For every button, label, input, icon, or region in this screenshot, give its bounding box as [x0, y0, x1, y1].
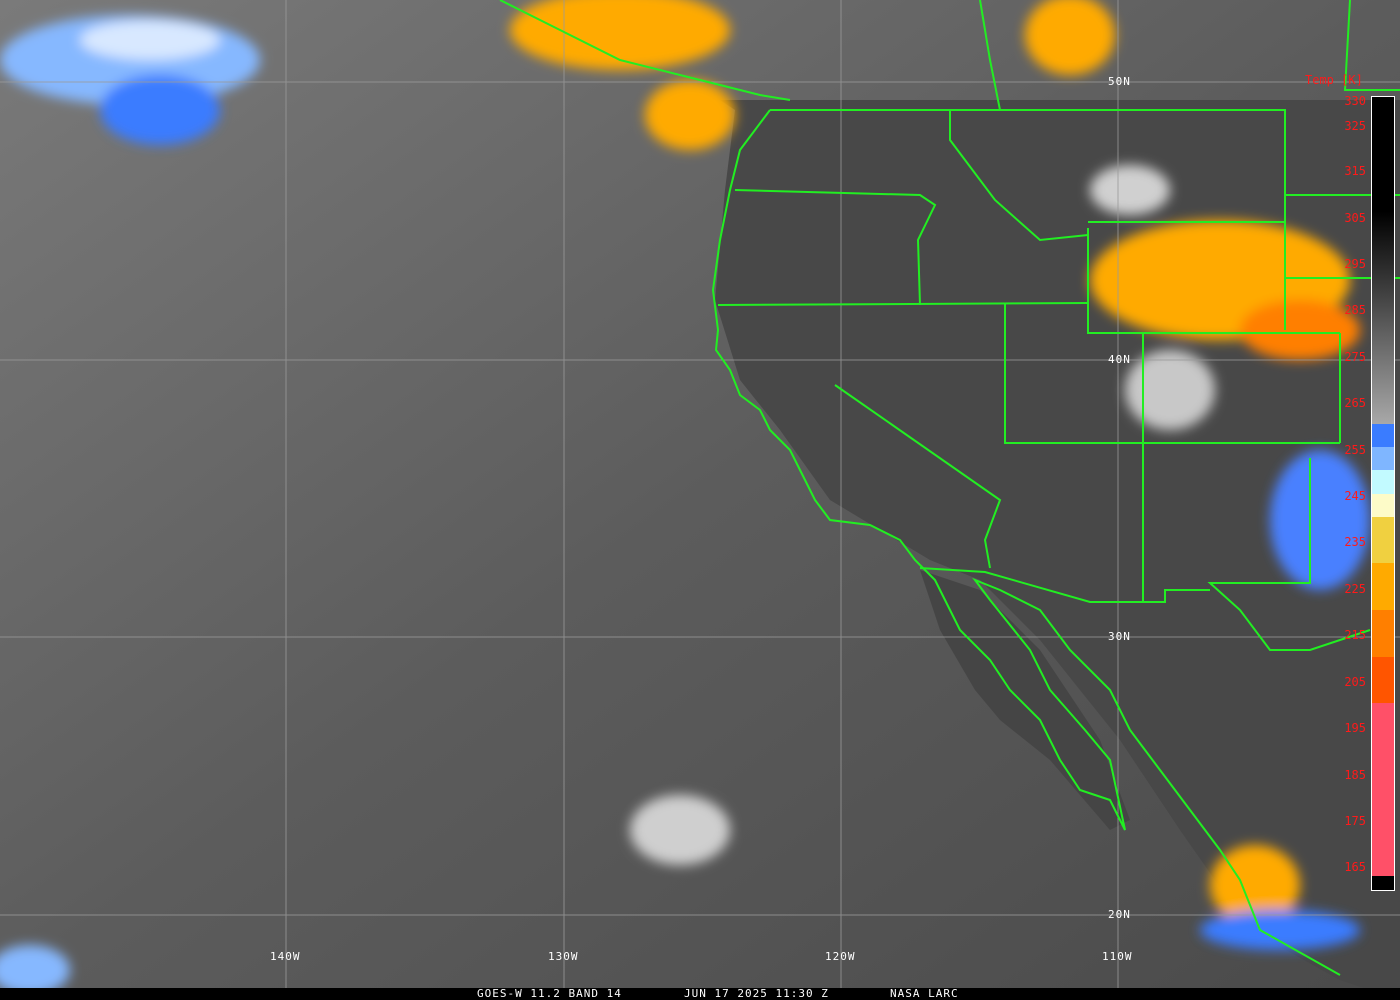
colorbar-segment: [1372, 876, 1394, 890]
caption-source: NASA LARC: [890, 987, 959, 1000]
colorbar-tick-label: 295: [1344, 257, 1366, 271]
colorbar-tick-label: 185: [1344, 768, 1366, 782]
colorbar-tick-label: 325: [1344, 119, 1366, 133]
colorbar-tick-label: 255: [1344, 443, 1366, 457]
lon-label-120w: 120W: [825, 950, 856, 963]
colorbar-tick-label: 315: [1344, 164, 1366, 178]
colorbar-tick-label: 265: [1344, 396, 1366, 410]
colorbar-tick-label: 225: [1344, 582, 1366, 596]
lat-label-20n: 20N: [1108, 908, 1131, 921]
colorbar-segment: [1372, 563, 1394, 611]
colorbar-tick-label: 175: [1344, 814, 1366, 828]
caption-datetime: JUN 17 2025 11:30 Z: [684, 987, 829, 1000]
image-caption-bar: GOES-W 11.2 BAND 14 JUN 17 2025 11:30 Z …: [0, 988, 1400, 1000]
state-and-coast-borders: [499, 0, 1400, 976]
lon-label-130w: 130W: [548, 950, 579, 963]
lat-label-50n: 50N: [1108, 75, 1131, 88]
colorbar-tick-label: 165: [1344, 860, 1366, 874]
colorbar-tick-label: 215: [1344, 628, 1366, 642]
baja-peninsula: [920, 570, 1130, 830]
lon-label-140w: 140W: [270, 950, 301, 963]
colorbar-tick-label: 285: [1344, 303, 1366, 317]
colorbar-segment: [1372, 446, 1394, 471]
colorbar-segment: [1372, 493, 1394, 517]
colorbar-segment: [1372, 656, 1394, 704]
colorbar-segment: [1372, 470, 1394, 494]
cloud-cover: [0, 0, 1370, 995]
colorbar-tick-label: 195: [1344, 721, 1366, 735]
colorbar-segment: [1372, 97, 1394, 424]
colorbar-segment: [1372, 516, 1394, 564]
colorbar-tick-label: 305: [1344, 211, 1366, 225]
caption-product: GOES-W 11.2 BAND 14: [477, 987, 622, 1000]
lat-label-40n: 40N: [1108, 353, 1131, 366]
colorbar-segment: [1372, 703, 1394, 876]
colorbar-title: Temp [K]: [1305, 73, 1363, 87]
colorbar-tick-label: 235: [1344, 535, 1366, 549]
colorbar-segment: [1372, 610, 1394, 657]
lat-label-30n: 30N: [1108, 630, 1131, 643]
colorbar-tick-label: 275: [1344, 350, 1366, 364]
lon-label-110w: 110W: [1102, 950, 1133, 963]
temperature-colorbar: [1371, 96, 1395, 891]
colorbar-tick-label: 205: [1344, 675, 1366, 689]
colorbar-segment: [1372, 423, 1394, 447]
colorbar-tick-label: 245: [1344, 489, 1366, 503]
colorbar-tick-label: 330: [1344, 94, 1366, 108]
